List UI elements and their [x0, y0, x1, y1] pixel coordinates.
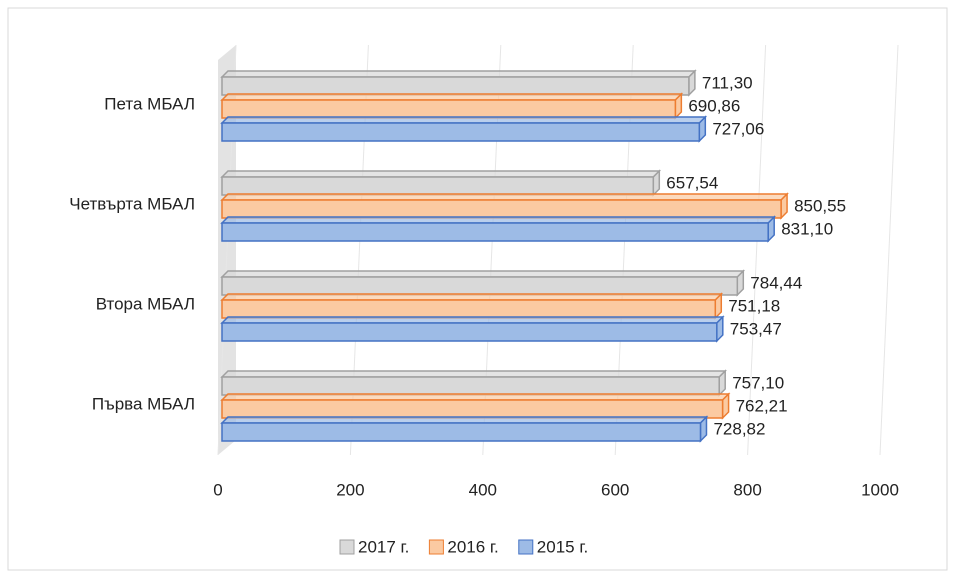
data-label: 711,30	[702, 73, 753, 92]
bar	[220, 315, 725, 343]
data-label: 728,82	[713, 419, 765, 438]
bar	[220, 215, 776, 243]
bar-front	[221, 99, 677, 119]
data-label: 831,10	[781, 219, 833, 238]
bar	[220, 369, 728, 397]
legend-swatch	[518, 539, 534, 555]
bar	[220, 92, 684, 120]
bar	[220, 69, 697, 97]
x-tick-label: 0	[213, 480, 222, 499]
x-tick-label: 600	[601, 480, 629, 499]
bar-top	[220, 70, 697, 78]
bar-top	[220, 170, 662, 178]
bar	[220, 192, 789, 220]
x-tick-label: 1000	[861, 480, 899, 499]
bar-top	[220, 116, 708, 124]
data-label: 751,18	[728, 296, 780, 315]
x-tick-label: 400	[469, 480, 497, 499]
bar-front	[221, 322, 718, 342]
bar-front	[221, 299, 717, 319]
bar-top	[220, 193, 789, 201]
bar	[220, 392, 731, 420]
data-label: 690,86	[688, 96, 740, 115]
bar-top	[220, 416, 709, 424]
grid-line	[747, 44, 767, 456]
bar-front	[221, 122, 701, 142]
data-label: 727,06	[712, 119, 764, 138]
y-tick-label: Втора МБАЛ	[96, 294, 195, 313]
bar-top	[220, 270, 746, 278]
bar-front	[221, 176, 655, 196]
bar-top	[220, 93, 684, 101]
bar-front	[221, 222, 769, 242]
bar-front	[221, 376, 720, 396]
x-tick-label: 200	[336, 480, 364, 499]
data-label: 753,47	[730, 319, 782, 338]
legend-label: 2016 г.	[447, 537, 498, 556]
bar-front	[221, 199, 782, 219]
y-tick-label: Пета МБАЛ	[104, 94, 195, 113]
x-tick-label: 800	[733, 480, 761, 499]
data-label: 762,21	[736, 396, 788, 415]
legend-swatch	[428, 539, 444, 555]
grid-line	[879, 44, 899, 456]
bar-top	[220, 316, 725, 324]
data-label: 657,54	[666, 173, 718, 192]
bar-front	[221, 422, 702, 442]
y-tick-label: Първа МБАЛ	[92, 394, 195, 413]
bar-top	[220, 393, 731, 401]
bar-top	[220, 293, 724, 301]
bar	[220, 169, 662, 197]
legend-label: 2017 г.	[358, 537, 409, 556]
data-label: 784,44	[750, 273, 802, 292]
bar-front	[221, 399, 724, 419]
bar-front	[221, 76, 690, 96]
bar	[220, 415, 709, 443]
bar-front	[221, 276, 739, 296]
legend-swatch	[339, 539, 355, 555]
bar	[220, 115, 708, 143]
legend-label: 2015 г.	[537, 537, 588, 556]
y-tick-label: Четвърта МБАЛ	[69, 194, 195, 213]
data-label: 850,55	[794, 196, 846, 215]
bar	[220, 292, 724, 320]
data-label: 757,10	[732, 373, 784, 392]
bar-top	[220, 216, 776, 224]
bar-top	[220, 370, 728, 378]
bar	[220, 269, 746, 297]
